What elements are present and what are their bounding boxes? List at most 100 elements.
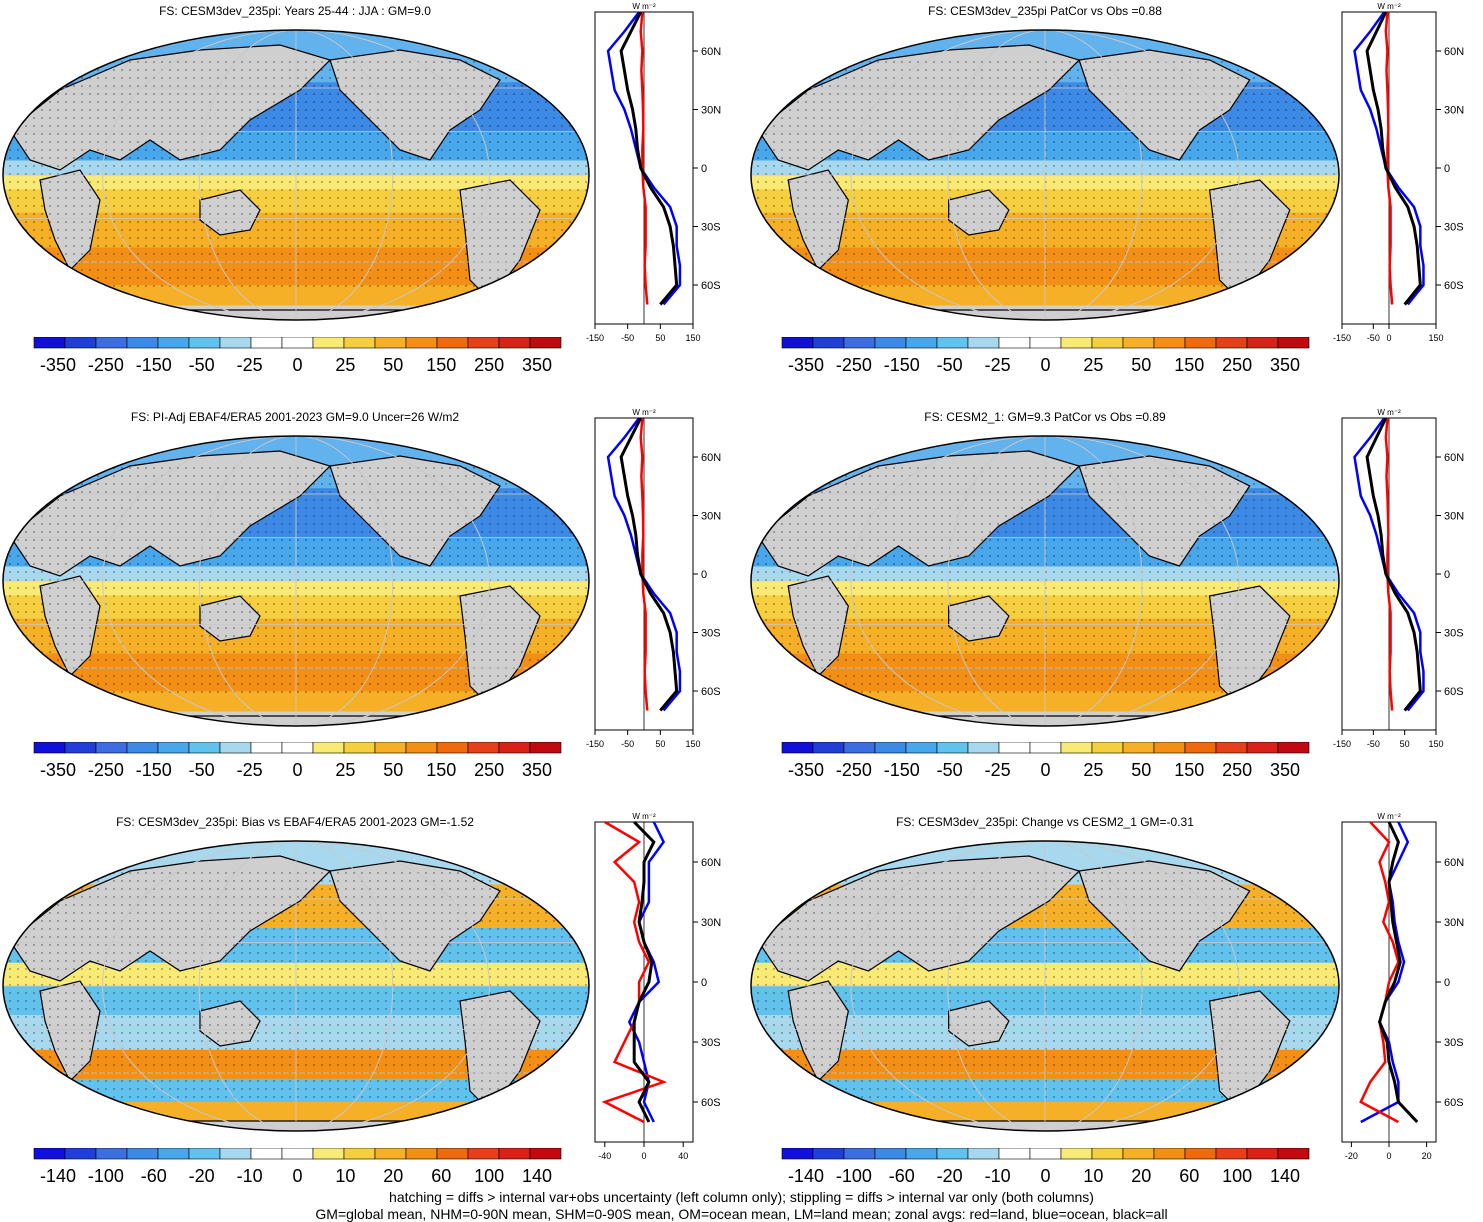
colorbar-label: 150 [426,760,456,780]
colorbar-swatch [158,742,189,753]
colorbar-swatch [468,337,499,348]
map-panel-6 [748,831,1342,1141]
colorbar-swatch [1216,742,1247,753]
colorbar-swatch [1154,337,1185,348]
colorbar-swatch [530,1148,561,1159]
zonal-lat-label: 60S [701,280,721,292]
zonal-lat-label: 60S [1444,1097,1464,1109]
colorbar-label: 0 [1040,760,1050,780]
colorbar-swatch [499,337,530,348]
colorbar-label: 10 [335,1166,355,1186]
zonal-lat-label: 60N [1444,857,1464,869]
colorbar-label: -100 [88,1166,124,1186]
colorbar-swatch [127,337,158,348]
colorbar-swatch [220,337,251,348]
footer-line-1: hatching = diffs > internal var+obs unce… [0,1189,1483,1205]
zonal-lat-label: 60S [701,1097,721,1109]
colorbar-swatch [375,337,406,348]
zonal-unit-label: W m⁻² [1377,408,1401,417]
colorbar-swatch [251,337,282,348]
colorbar-label: 150 [1174,355,1204,375]
colorbar-label: -140 [788,1166,824,1186]
colorbar-swatch [530,742,561,753]
colorbar-swatch [999,742,1030,753]
zonal-lat-label: 30N [701,511,721,523]
colorbar-label: 0 [292,760,302,780]
colorbar-label: 50 [1131,355,1151,375]
colorbar-swatch [875,337,906,348]
colorbar-swatch [1123,1148,1154,1159]
colorbar-label: 350 [1270,355,1300,375]
zonal-x-label: -20 [1345,1151,1358,1161]
colorbar-swatch [1061,1148,1092,1159]
colorbar-label: -250 [836,760,872,780]
zonal-lat-label: 60S [1444,686,1464,698]
footer-line-2: GM=global mean, NHM=0-90N mean, SHM=0-90… [0,1206,1483,1222]
colorbar-label: 20 [383,1166,403,1186]
zonal-lat-label: 30N [701,105,721,117]
colorbar-swatch [34,1148,65,1159]
colorbar-swatch [1061,742,1092,753]
colorbar-label: -25 [237,760,263,780]
colorbar-label: 0 [292,355,302,375]
colorbar-swatch [437,1148,468,1159]
colorbar-label: 250 [474,760,504,780]
map-field [748,436,1342,736]
zonal-unit-label: W m⁻² [632,2,656,11]
colorbar-swatch [127,1148,158,1159]
map-field [748,30,1342,330]
zonal-unit-label: W m⁻² [632,408,656,417]
colorbar-swatch [1185,742,1216,753]
colorbar-swatch [189,337,220,348]
colorbar-label: -25 [985,355,1011,375]
colorbar-swatch [189,1148,220,1159]
zonal-x-label: 20 [1422,1151,1432,1161]
colorbar-swatch [1092,742,1123,753]
colorbar-label: 100 [474,1166,504,1186]
zonal-x-label: 150 [1428,333,1443,343]
colorbar-label: -50 [189,355,215,375]
zonal-lat-label: 60N [701,46,721,58]
colorbar-swatch [406,742,437,753]
map-panel-3 [0,426,592,736]
colorbar-label: -60 [889,1166,915,1186]
zonal-lat-label: 0 [701,163,707,175]
colorbar-swatch [468,742,499,753]
colorbar-label: 50 [383,760,403,780]
colorbar-label: 350 [1270,760,1300,780]
colorbar-swatch [282,742,313,753]
colorbar-swatch [282,1148,313,1159]
colorbar-swatch [813,337,844,348]
map-panel-4 [748,426,1342,736]
colorbar-swatch [158,1148,189,1159]
colorbar-swatch [344,742,375,753]
colorbar-label: 350 [522,355,552,375]
zonal-x-label: 40 [678,1151,688,1161]
zonal-lat-label: 0 [701,569,707,581]
colorbar-swatch [782,337,813,348]
map-panel-1 [0,20,592,330]
colorbar-swatch [782,1148,813,1159]
colorbar-swatch [844,337,875,348]
colorbar-swatch [968,1148,999,1159]
map-field [748,841,1342,1141]
zonal-lat-label: 30S [701,628,721,640]
colorbar-label: 50 [1131,760,1151,780]
colorbar-swatch [251,742,282,753]
zonal-lat-label: 60N [1444,452,1464,464]
zonal-lat-label: 0 [1444,569,1450,581]
zonal-x-label: -150 [1333,333,1351,343]
colorbar-swatch [96,742,127,753]
zonal-x-label: -150 [586,739,604,749]
zonal-series-all [621,12,677,305]
zonal-x-label: -150 [1333,739,1351,749]
colorbar-label: -20 [189,1166,215,1186]
zonal-x-label: -50 [1367,333,1380,343]
colorbar-label: 50 [383,355,403,375]
colorbar-swatch [1185,1148,1216,1159]
colorbar-swatch [1030,1148,1061,1159]
